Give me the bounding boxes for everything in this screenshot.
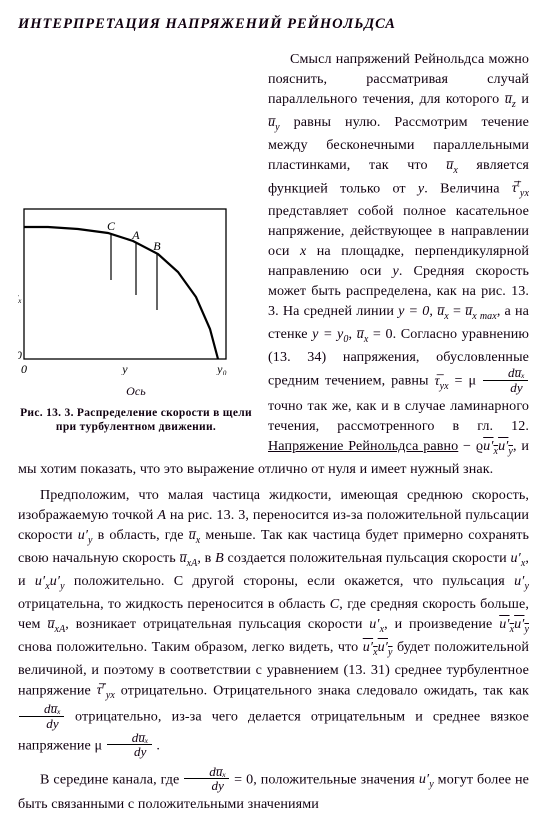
text: − — [458, 438, 476, 454]
frac-duxdy: du̅ₓdy — [483, 366, 528, 394]
sym-uxp: u′ — [499, 616, 509, 632]
sym-uyp: u′ — [514, 616, 524, 632]
sym-uxp: u′ — [369, 616, 379, 632]
sym-uyp: u′ — [378, 639, 388, 655]
sym-uz: u̅ — [505, 91, 512, 107]
eq-y0: y = 0 — [398, 303, 429, 319]
sym-uyp: u′ — [419, 771, 429, 787]
text: точно так же, как и в случае ламинарного… — [268, 398, 529, 434]
frac-duxdy: du̅ₓdy — [184, 765, 229, 793]
sym-B: B — [215, 550, 224, 566]
sym-uxA: u̅ — [179, 550, 186, 566]
frac-den: dy — [19, 717, 64, 731]
frac-num: du̅ₓ — [483, 366, 528, 381]
eq-yy0: y = y — [312, 326, 343, 342]
text: , — [429, 303, 437, 319]
sym-uyp-sub: y — [524, 623, 529, 634]
text: положительно. С другой стороны, если ока… — [65, 573, 514, 589]
frac-num: du̅ₓ — [19, 702, 64, 717]
svg-text:u̅ₓ: u̅ₓ — [18, 291, 22, 305]
svg-text:A: A — [131, 228, 140, 242]
text: создается положительная пульсация скорос… — [224, 550, 511, 566]
sym-uyp-sub: y — [524, 580, 529, 591]
text: . — [153, 737, 160, 753]
text: Смысл напряжений Рейнольдса можно поясни… — [268, 51, 529, 107]
frac-den: dy — [107, 745, 152, 759]
frac-den: dy — [483, 381, 528, 395]
sym-ux: u̅ — [357, 326, 364, 342]
sym-uyp: u′ — [514, 573, 524, 589]
text: . Величина — [424, 180, 512, 196]
svg-text:y₀: y₀ — [216, 362, 227, 375]
eq0: = 0 — [230, 771, 253, 787]
frac-duxdy: du̅ₓdy — [19, 702, 64, 730]
figure-axis-label: Ось — [18, 383, 254, 400]
text: , — [349, 326, 357, 342]
eq: = — [449, 303, 465, 319]
text: в область, где — [93, 527, 189, 543]
svg-text:0: 0 — [18, 348, 22, 362]
figure-svg: C ABu̅ₓ 00 y y₀ — [18, 199, 236, 375]
text: , положительные значения — [253, 771, 419, 787]
sym-tau-r-sub: yx — [106, 690, 115, 701]
sym-uyp: u′ — [50, 573, 60, 589]
sym-uxA: u̅ — [47, 616, 54, 632]
sym-uxp: u′ — [510, 550, 520, 566]
svg-text:B: B — [153, 239, 161, 253]
sym-uxp: u′ — [35, 573, 45, 589]
figure-13-3: C ABu̅ₓ 00 y y₀ Ось Рис. 13. 3. Распределени… — [18, 199, 254, 435]
text: , возникает отрицательная пульсация скор… — [65, 616, 369, 632]
underlined: Напряжение Рейнольдса равно — [268, 438, 458, 454]
text: , в — [197, 550, 215, 566]
text: В середине канала, где — [40, 771, 183, 787]
figure-caption: Рис. 13. 3. Распределение скорости в щел… — [18, 406, 254, 435]
sym-uyp: u′ — [78, 527, 88, 543]
text: снова положительно. Таким образом, легко… — [18, 639, 363, 655]
text: отрицательно, из-за чего делается отрица… — [18, 709, 529, 753]
paragraph-3: В середине канала, где du̅ₓdy = 0, полож… — [18, 766, 529, 814]
text: отрицательна, то жидкость переносится в … — [18, 596, 330, 612]
paragraph-2: Предположим, что малая частица жидкости,… — [18, 485, 529, 760]
frac-den: dy — [184, 779, 229, 793]
svg-text:C: C — [107, 219, 116, 233]
svg-text:y: y — [121, 362, 128, 375]
sym-uxA-sub: xA — [187, 557, 198, 568]
text: , и произведение — [384, 616, 499, 632]
sym-uxp: u′ — [363, 639, 373, 655]
sym-uyp: u′ — [498, 438, 508, 454]
frac-num: du̅ₓ — [107, 731, 152, 746]
sym-C: C — [330, 596, 340, 612]
sym-uxp: u′ — [483, 438, 493, 454]
sym-tau-t-sub: yx — [520, 188, 529, 199]
text: отрицательно. Отрицательного знака следо… — [115, 682, 529, 698]
sym-uxA-sub: xA — [55, 623, 66, 634]
eq-mu: = μ — [449, 373, 482, 389]
text: и — [516, 91, 529, 107]
sym-uxmax-sub: x max — [472, 311, 497, 322]
svg-text:0: 0 — [21, 362, 27, 375]
frac-duxdy: du̅ₓdy — [107, 731, 152, 759]
eq-ux0: = 0 — [368, 326, 392, 342]
frac-num: du̅ₓ — [184, 765, 229, 780]
sym-tau-sub: yx — [440, 380, 449, 391]
section-heading: ИНТЕРПРЕТАЦИЯ НАПРЯЖЕНИЙ РЕЙНОЛЬДСА — [18, 14, 529, 35]
sym-ux: u̅ — [189, 527, 196, 543]
sym-A: A — [157, 507, 166, 523]
